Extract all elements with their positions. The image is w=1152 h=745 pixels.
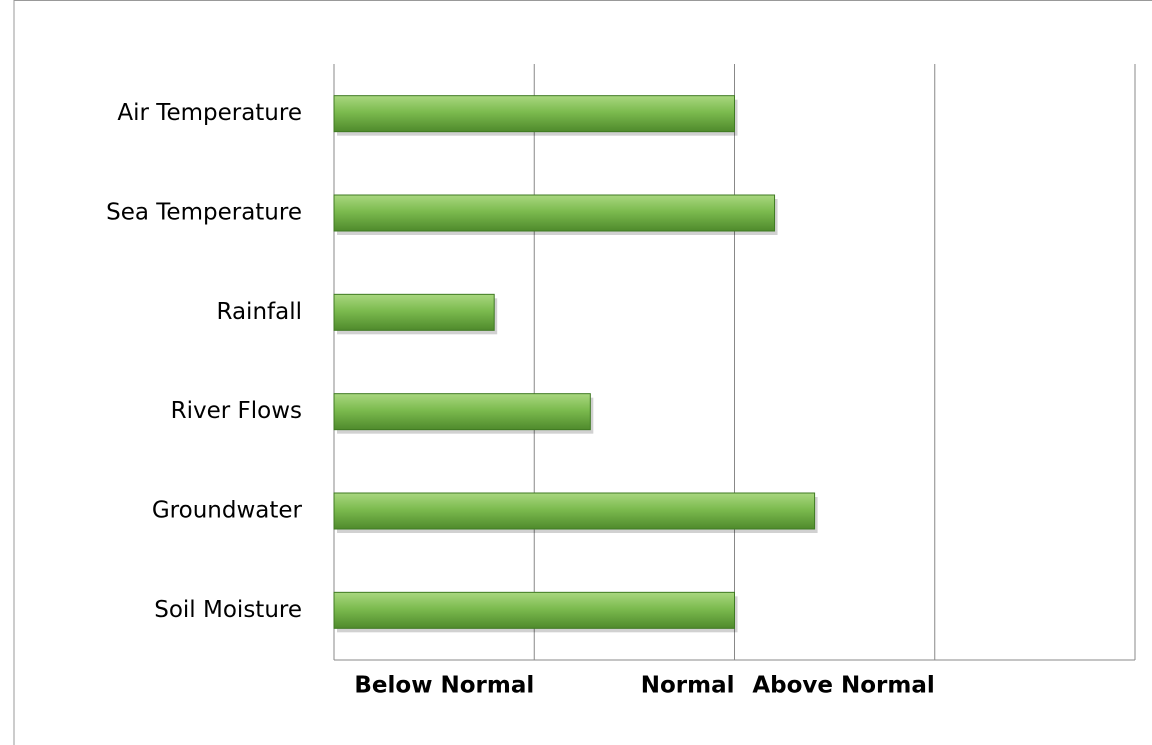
chart-frame [13,0,1152,745]
y-tick-label: Sea Temperature [106,200,302,226]
x-tick-label: Below Normal [354,673,534,699]
bar [333,393,591,431]
bar [333,95,735,133]
x-tick-label: Normal [641,673,735,699]
y-tick-label: River Flows [171,398,302,424]
y-tick-label: Rainfall [216,299,302,325]
bar [333,591,735,629]
y-tick-label: Soil Moisture [154,597,302,623]
bar [333,194,776,232]
x-tick-label: Above Normal [752,673,934,699]
bar [333,492,816,530]
y-tick-label: Air Temperature [117,100,302,126]
y-tick-label: Groundwater [152,498,303,524]
bar [333,293,495,331]
